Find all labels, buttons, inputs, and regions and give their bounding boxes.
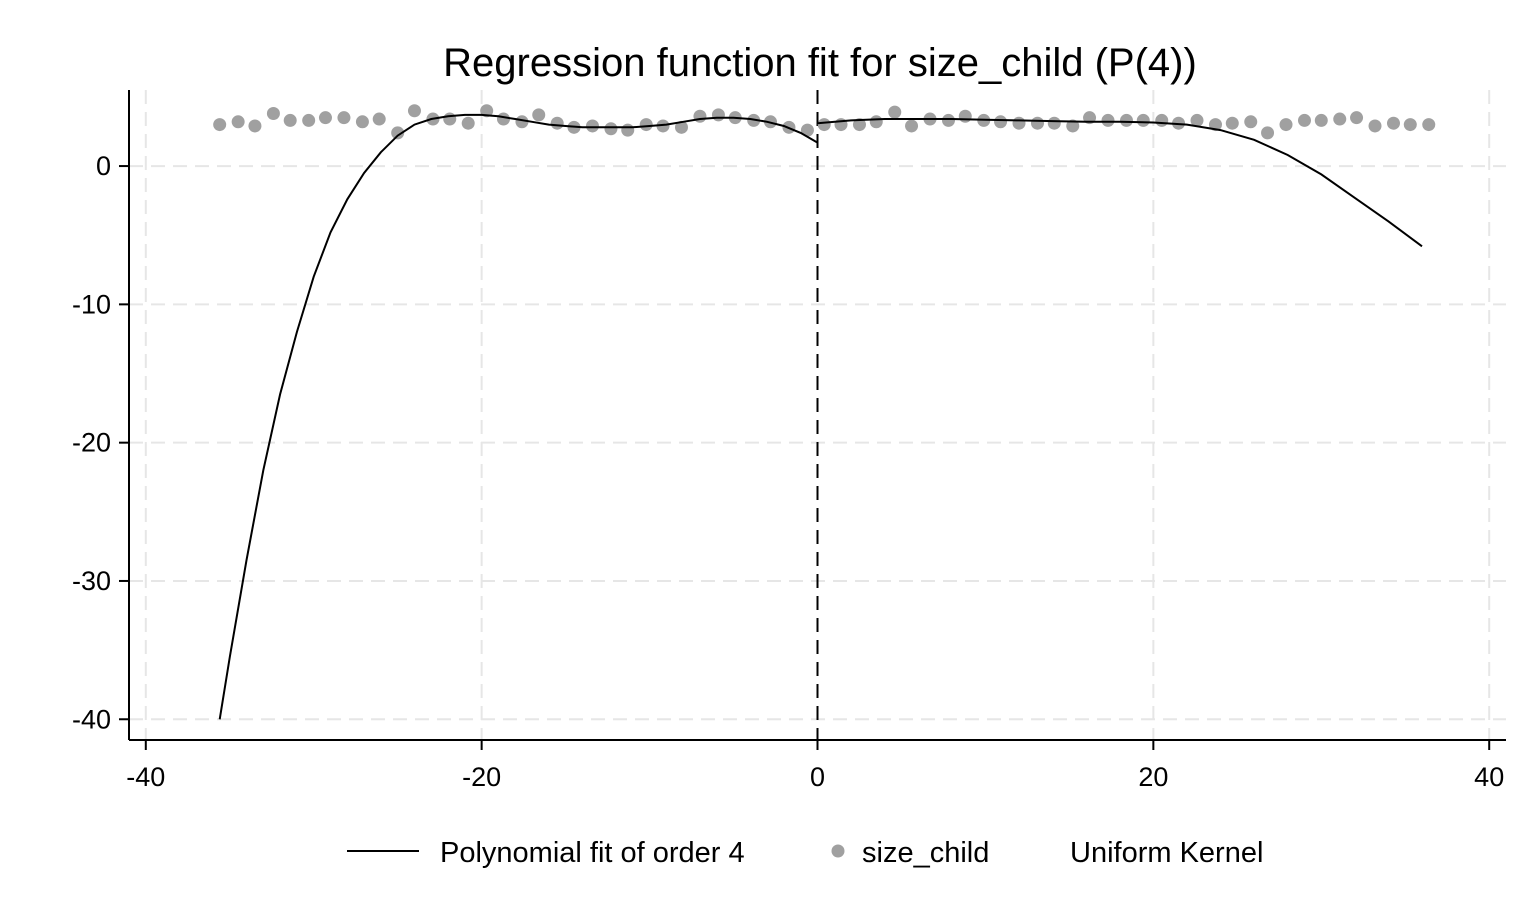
data-point [266,107,280,121]
data-point [337,111,351,125]
data-point [1244,115,1258,129]
data-point [248,119,262,133]
data-point [941,113,955,127]
data-point [1066,119,1080,133]
data-point [407,104,421,118]
legend-kernel-label: Uniform Kernel [1070,837,1263,869]
data-point [302,113,316,127]
data-point [550,116,564,130]
x-tick-label: 20 [1138,762,1168,792]
legend-points-swatch [831,844,845,858]
data-point [1297,113,1311,127]
data-point [391,126,405,140]
data-point [496,112,510,126]
x-tick-label: 0 [810,762,825,792]
data-point [869,115,883,129]
data-point [585,119,599,133]
x-axis-ticks: -40 -20 0 20 40 [126,740,1504,792]
data-point [213,118,227,132]
y-tick-label: -30 [72,566,111,596]
legend: Polynomial fit of order 4 size_child Uni… [347,837,1263,869]
y-tick-label: 0 [96,151,111,181]
data-point [905,119,919,133]
data-point [1333,112,1347,126]
data-point [355,115,369,129]
data-point [1225,116,1239,130]
scatter-points [213,104,1436,140]
data-point [515,115,529,129]
data-point [888,105,902,119]
data-point [852,118,866,132]
data-point [1368,119,1382,133]
data-point [1012,116,1026,130]
data-point [800,123,814,137]
data-point [604,122,618,136]
x-tick-label: 40 [1474,762,1504,792]
data-point [817,118,831,132]
data-point [1136,113,1150,127]
data-point [621,123,635,137]
fit-lines [218,113,1423,720]
data-point [639,118,653,132]
data-point [1155,113,1169,127]
data-point [674,120,688,134]
data-point [693,109,707,123]
y-axis-ticks: 0 -10 -20 -30 -40 [72,151,129,734]
data-point [480,104,494,118]
data-point [1350,111,1364,125]
data-point [1279,118,1293,132]
data-point [1190,113,1204,127]
data-point [1403,118,1417,132]
data-point [958,109,972,123]
polynomial-fit-line [817,118,1423,248]
y-tick-label: -10 [72,289,111,319]
legend-fit-label: Polynomial fit of order 4 [440,837,745,869]
data-point [461,116,475,130]
data-point [1386,116,1400,130]
data-point [1261,126,1275,140]
y-tick-label: -20 [72,428,111,458]
data-point [1314,113,1328,127]
polynomial-fit-line [218,113,819,720]
data-point [1030,116,1044,130]
data-point [994,115,1008,129]
data-point [711,108,725,122]
legend-points-label: size_child [862,837,989,869]
x-tick-label: -20 [462,762,501,792]
data-point [443,112,457,126]
y-tick-label: -40 [72,704,111,734]
chart-title: Regression function fit for size_child (… [443,41,1197,85]
data-point [1119,113,1133,127]
data-point [283,113,297,127]
data-point [1101,113,1115,127]
data-point [372,112,386,126]
data-point [318,111,332,125]
x-tick-label: -40 [126,762,165,792]
data-point [532,108,546,122]
data-point [1047,116,1061,130]
data-point [1422,118,1436,132]
data-point [231,115,245,129]
data-point [656,119,670,133]
